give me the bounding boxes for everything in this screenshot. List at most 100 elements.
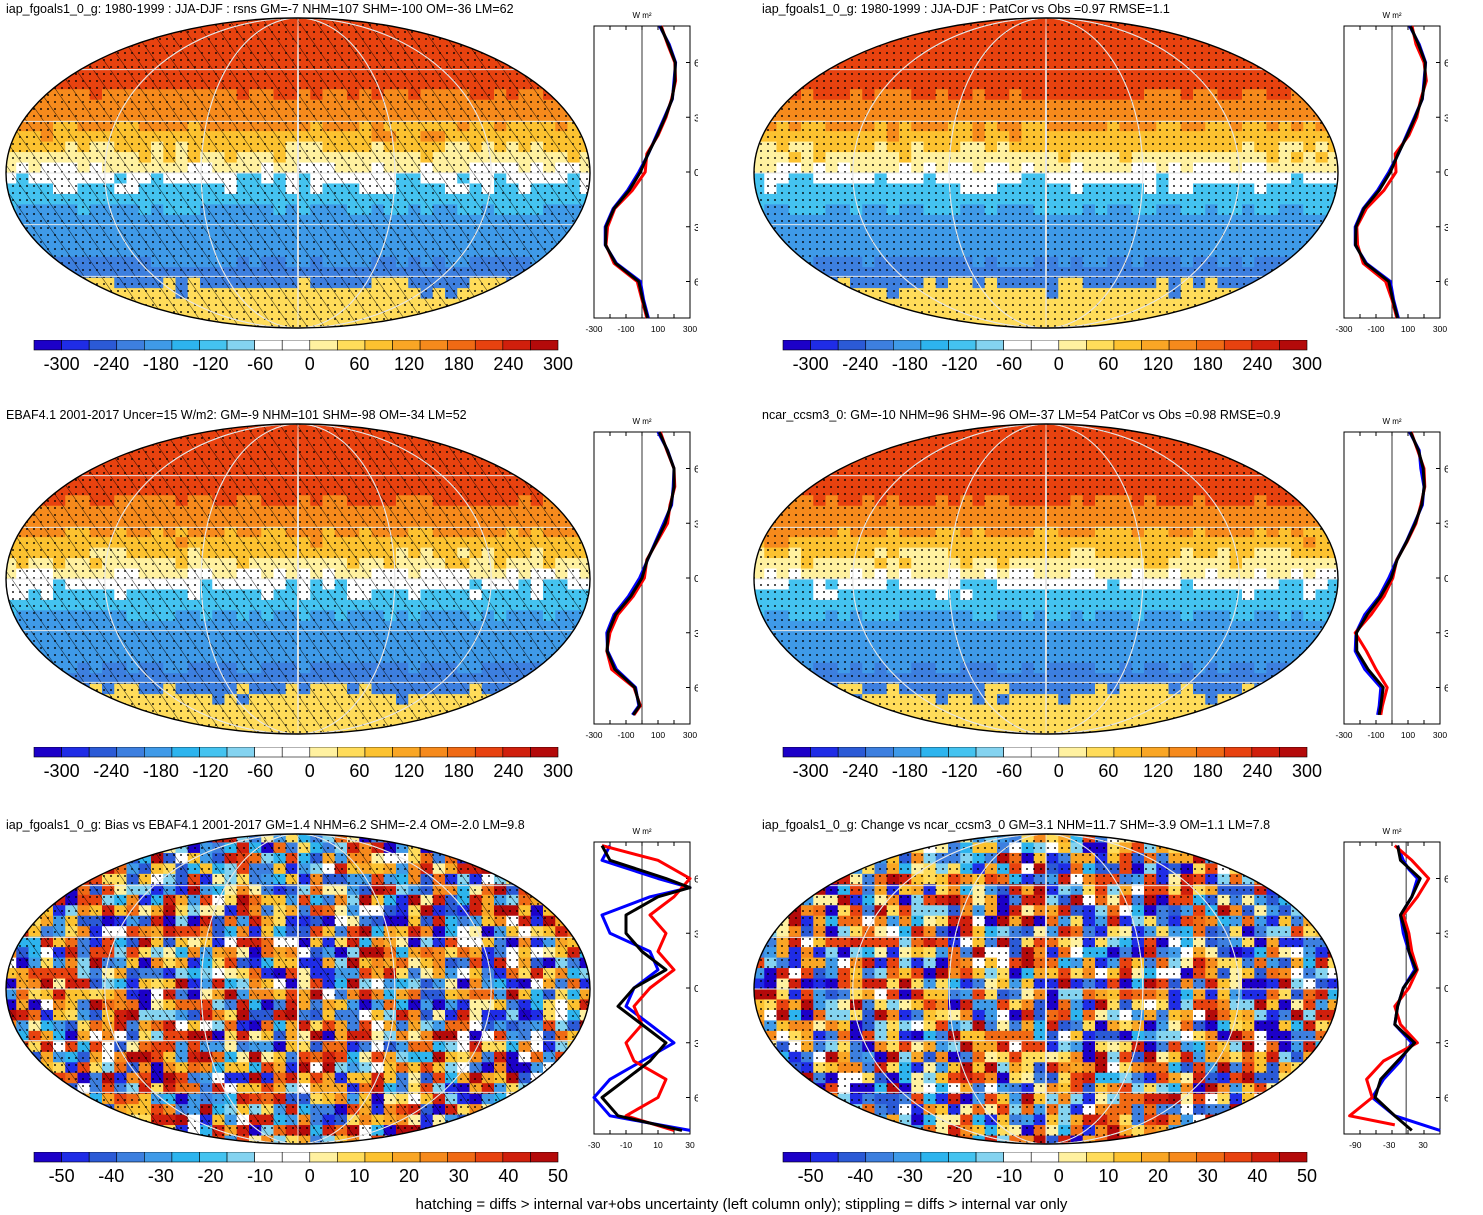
colorbar-label: -50 [798, 1166, 824, 1186]
colorbar: -300 -240 -180 -120 -60 0 60 120 180 240 300 [782, 340, 1322, 374]
lat-tick-label: 0 [1444, 167, 1448, 179]
colorbar-label: -120 [192, 761, 228, 781]
lat-tick-label: 60N [694, 58, 698, 70]
colorbar-label: -40 [847, 1166, 873, 1186]
lat-tick-label: 60S [1444, 683, 1448, 695]
colorbar-label: -120 [941, 761, 977, 781]
lat-tick-label: 60S [694, 277, 698, 289]
colorbar: -300 -240 -180 -120 -60 0 60 120 180 240 300 [33, 747, 573, 781]
colorbar-label: 10 [349, 1166, 369, 1186]
lat-tick-label: 30N [694, 928, 698, 940]
map [753, 833, 1339, 1145]
lat-tick-label: 60N [694, 464, 698, 476]
colorbar-label: -300 [44, 354, 80, 374]
lat-tick-label: 60S [1444, 277, 1448, 289]
profile-x-tick-label: -100 [617, 730, 634, 740]
colorbar-label: 40 [1247, 1166, 1267, 1186]
lat-tick-label: 60S [694, 1093, 698, 1105]
zonal-mean-profile: W m² 60N 30N 0 30S 60S -300 -100 100 300 [1335, 11, 1448, 334]
colorbar-label: 50 [1297, 1166, 1317, 1186]
colorbar-label: 180 [1193, 354, 1223, 374]
colorbar-label: 50 [548, 1166, 568, 1186]
colorbar-label: -60 [247, 761, 273, 781]
colorbar: -300 -240 -180 -120 -60 0 60 120 180 240 300 [782, 747, 1322, 781]
colorbar-label: 40 [498, 1166, 518, 1186]
profile-x-tick-label: -10 [620, 1140, 633, 1150]
profile-units: W m² [1382, 417, 1401, 426]
map [753, 423, 1339, 735]
profile-x-tick-label: 300 [683, 324, 697, 334]
lat-tick-label: 60N [1444, 58, 1448, 70]
profile-x-tick-label: -300 [1335, 324, 1352, 334]
colorbar-label: -20 [946, 1166, 972, 1186]
colorbar-label: -30 [148, 1166, 174, 1186]
profile-x-tick-label: -300 [1335, 730, 1352, 740]
colorbar-label: 300 [1292, 354, 1322, 374]
colorbar-label: 120 [394, 354, 424, 374]
colorbar-label: -10 [996, 1166, 1022, 1186]
profile-x-tick-label: 10 [653, 1140, 663, 1150]
lat-tick-label: 30S [694, 222, 698, 234]
colorbar-label: -40 [98, 1166, 124, 1186]
colorbar-label: 60 [349, 354, 369, 374]
colorbar-label: -20 [197, 1166, 223, 1186]
profile-x-tick-label: 100 [1401, 730, 1415, 740]
profile-x-tick-label: 300 [1433, 730, 1447, 740]
profile-x-tick-label: 30 [1418, 1140, 1428, 1150]
profile-units: W m² [1382, 827, 1401, 836]
colorbar-label: 240 [1242, 761, 1272, 781]
panel-title: iap_fgoals1_0_g: 1980-1999 : JJA-DJF : r… [6, 2, 514, 16]
map [5, 833, 591, 1145]
map [753, 17, 1339, 329]
colorbar-label: 0 [1054, 354, 1064, 374]
colorbar-label: 0 [1054, 1166, 1064, 1186]
ref-profile-line [1373, 845, 1422, 1132]
zonal-mean-profile: W m² 60N 30N 0 30S 60S -90 -30 30 [1343, 827, 1448, 1150]
ref-profile-line [604, 25, 677, 319]
footnote: hatching = diffs > internal var+obs unce… [415, 1196, 1068, 1213]
colorbar-label: -50 [49, 1166, 75, 1186]
lat-tick-label: 30N [694, 112, 698, 124]
colorbar-label: 0 [305, 354, 315, 374]
colorbar: -50 -40 -30 -20 -10 0 10 20 30 40 50 [782, 1152, 1317, 1186]
lat-tick-label: 0 [694, 573, 698, 585]
colorbar-label: -180 [892, 761, 928, 781]
ref-profile-line [1355, 431, 1426, 716]
lat-tick-label: 30S [1444, 628, 1448, 640]
colorbar-label: -300 [793, 354, 829, 374]
panel-title: ncar_ccsm3_0: GM=-10 NHM=96 SHM=-96 OM=-… [762, 408, 1281, 422]
colorbar-label: -60 [996, 761, 1022, 781]
lat-tick-label: 30S [694, 628, 698, 640]
lat-tick-label: 30N [694, 518, 698, 530]
colorbar-label: 0 [305, 1166, 315, 1186]
colorbar-label: 120 [1143, 761, 1173, 781]
lat-tick-label: 60N [1444, 874, 1448, 886]
panel-title: iap_fgoals1_0_g: 1980-1999 : JJA-DJF : P… [762, 2, 1170, 16]
colorbar-label: 300 [543, 761, 573, 781]
colorbar-label: -180 [143, 354, 179, 374]
lat-tick-label: 30N [1444, 112, 1448, 124]
profile-x-tick-label: 100 [651, 730, 665, 740]
colorbar-label: 300 [1292, 761, 1322, 781]
profile-x-tick-label: 300 [683, 730, 697, 740]
lat-tick-label: 0 [694, 983, 698, 995]
lat-tick-label: 60N [1444, 464, 1448, 476]
colorbar-label: 120 [1143, 354, 1173, 374]
colorbar-label: 20 [399, 1166, 419, 1186]
profile-x-tick-label: -100 [617, 324, 634, 334]
colorbar-label: 180 [1193, 761, 1223, 781]
lat-tick-label: 30N [1444, 518, 1448, 530]
colorbar-label: 180 [444, 354, 474, 374]
colorbar-label: -240 [842, 761, 878, 781]
colorbar-label: 0 [305, 761, 315, 781]
colorbar-label: 240 [493, 354, 523, 374]
obs-profile-line [1348, 844, 1431, 1127]
profile-units: W m² [632, 11, 651, 20]
ref-profile-line [605, 431, 676, 716]
colorbar-label: -300 [44, 761, 80, 781]
profile-x-tick-label: -30 [1383, 1140, 1396, 1150]
lat-tick-label: 30S [1444, 222, 1448, 234]
colorbar-label: 0 [1054, 761, 1064, 781]
lat-tick-label: 60S [1444, 1093, 1448, 1105]
lat-tick-label: 0 [1444, 983, 1448, 995]
